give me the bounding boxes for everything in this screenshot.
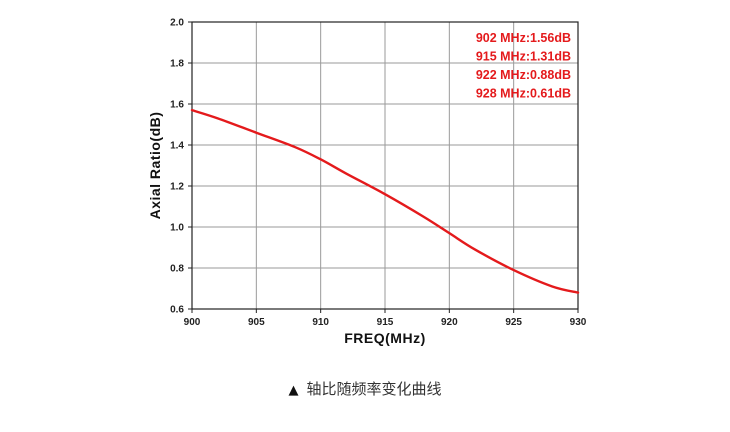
caption-text: 轴比随频率变化曲线 — [306, 380, 442, 398]
y-tick-label: 0.8 — [170, 264, 184, 275]
y-tick-label: 2.0 — [170, 18, 184, 29]
x-axis-title: FREQ(MHz) — [344, 330, 426, 346]
x-tick-label: 910 — [312, 317, 329, 328]
x-tick-label: 905 — [248, 317, 265, 328]
axis-ticks: 900 905 910 915 920 925 930 0.6 0.8 1.0 1.2 1.4 1.6 1… — [170, 18, 587, 329]
axial-ratio-chart: 900 905 910 915 920 925 930 0.6 0.8 1.0 1.2 1.4 1.6 1… — [147, 18, 587, 347]
y-tick-label: 1.4 — [170, 141, 184, 152]
x-tick-label: 930 — [570, 317, 587, 328]
y-tick-label: 1.0 — [170, 223, 184, 234]
triangle-marker-icon: ▲ — [288, 383, 299, 398]
series-layer — [190, 108, 580, 294]
x-tick-label: 925 — [505, 317, 522, 328]
axial-ratio-line — [190, 108, 580, 294]
annotation-label: 922 MHz:0.88dB — [476, 68, 571, 82]
x-tick-label: 920 — [441, 317, 458, 328]
figure-caption: ▲ 轴比随频率变化曲线 — [0, 378, 730, 399]
annotation-label: 928 MHz:0.61dB — [476, 87, 571, 101]
y-tick-label: 1.6 — [170, 100, 184, 111]
annotation-label: 915 MHz:1.31dB — [476, 50, 571, 64]
x-tick-label: 915 — [377, 317, 394, 328]
y-tick-label: 1.8 — [170, 59, 184, 70]
x-tick-label: 900 — [184, 317, 201, 328]
y-tick-label: 0.6 — [170, 305, 184, 316]
y-tick-label: 1.2 — [170, 182, 184, 193]
annotation-label: 902 MHz:1.56dB — [476, 31, 571, 45]
grid-lines — [192, 22, 578, 309]
annotation-box: 902 MHz:1.56dB 915 MHz:1.31dB 922 MHz:0.88… — [476, 31, 571, 101]
y-axis-title: Axial Ratio(dB) — [147, 112, 163, 220]
